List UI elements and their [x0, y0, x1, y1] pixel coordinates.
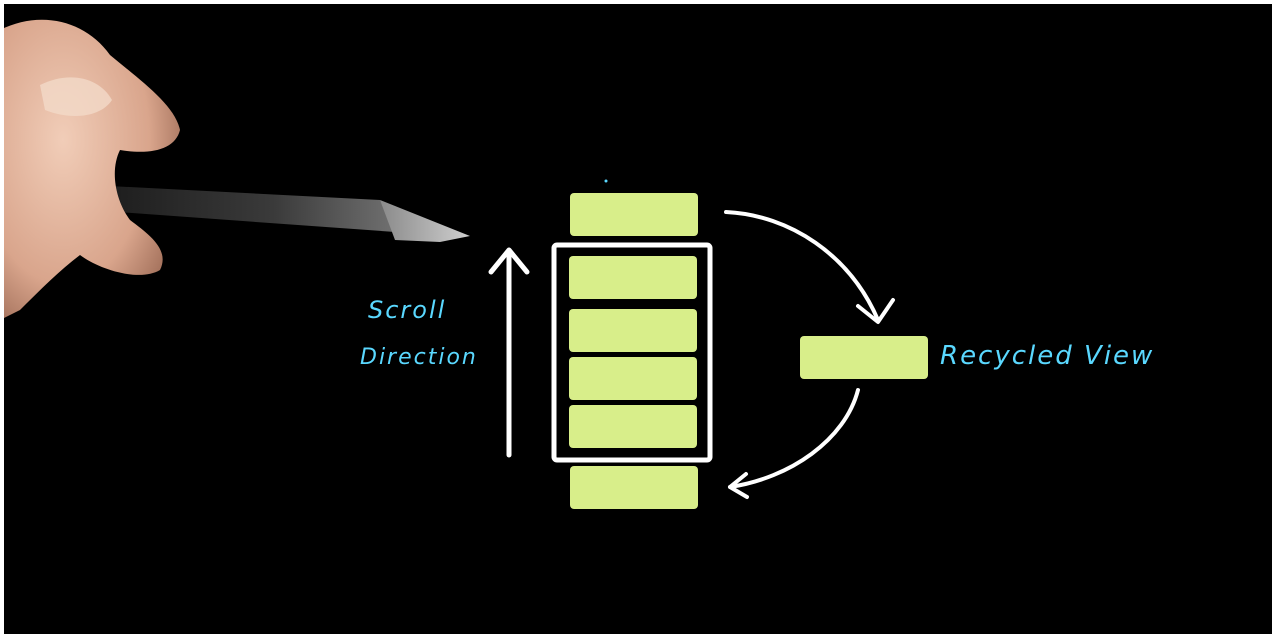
hand-with-pen-illustration [0, 19, 470, 320]
offscreen-item-top [570, 193, 698, 236]
pen-body [90, 185, 395, 232]
scroll-direction-arrow [488, 247, 530, 458]
pen-tip [380, 200, 470, 242]
recycled-view-item [800, 336, 928, 379]
recycle-out-arrow [724, 210, 895, 324]
scroll-label-line2: Direction [360, 345, 478, 370]
viewport-frame [551, 242, 713, 463]
stray-dot [604, 179, 608, 183]
recycle-in-arrow [728, 388, 860, 499]
thumbnail [40, 77, 112, 116]
recycled-view-label: Recycled View [940, 341, 1154, 371]
scroll-label-line1: Scroll [368, 296, 446, 324]
visible-item [569, 256, 697, 299]
visible-item [569, 405, 697, 448]
hand [0, 19, 180, 320]
visible-item [569, 357, 697, 400]
offscreen-item-bottom [570, 466, 698, 509]
visible-item [569, 309, 697, 352]
